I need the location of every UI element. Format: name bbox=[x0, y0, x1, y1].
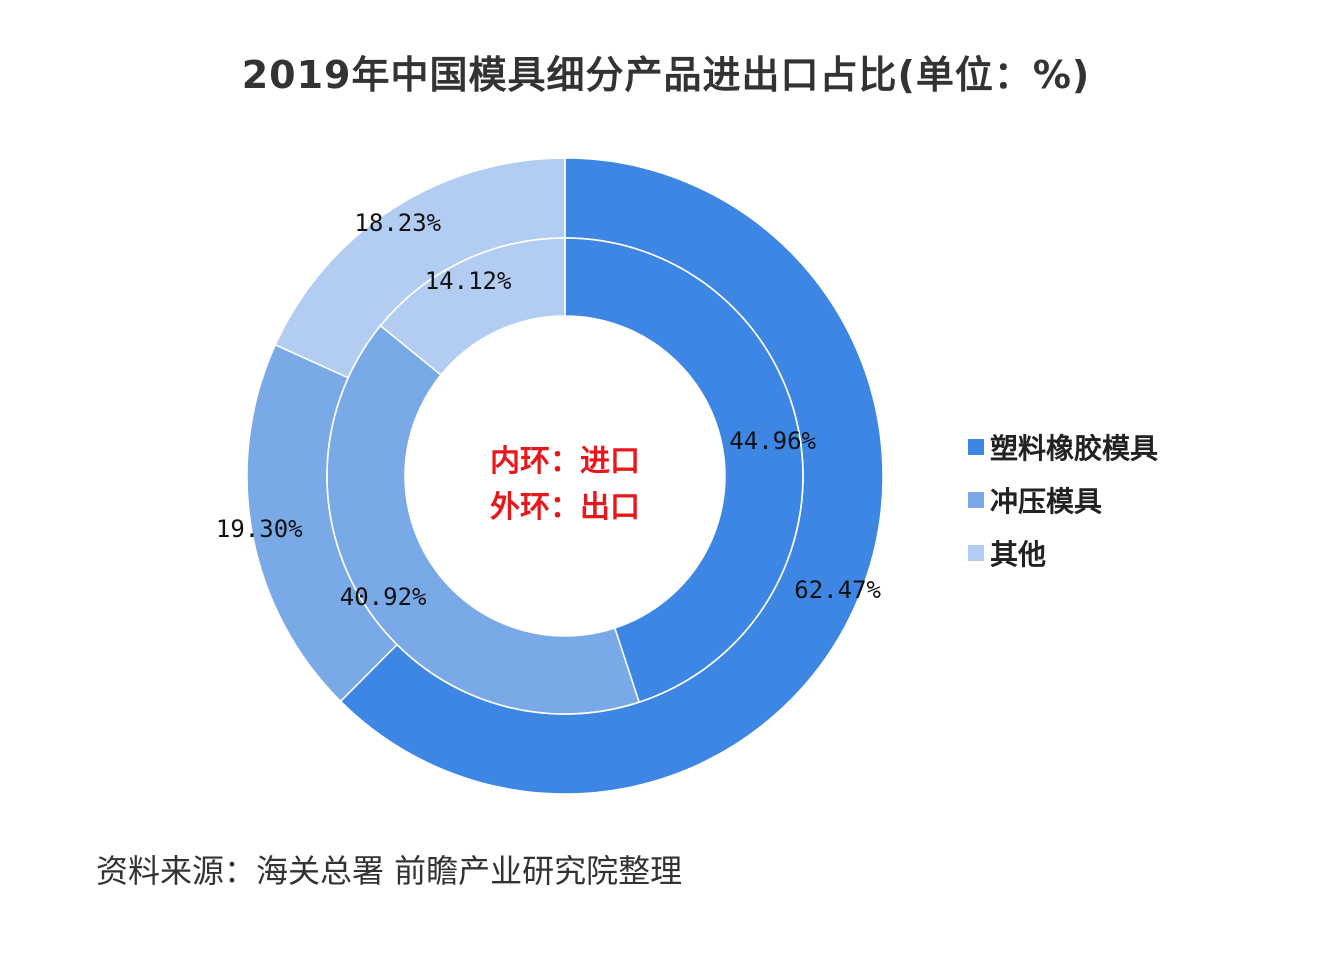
legend-swatch bbox=[968, 544, 984, 561]
ring-separator bbox=[326, 237, 804, 715]
legend-item: 其他 bbox=[968, 526, 1158, 579]
legend: 塑料橡胶模具 冲压模具 其他 bbox=[968, 420, 1158, 579]
outer-ring-caption: 外环：出口 bbox=[490, 490, 640, 525]
outer-slice-label: 19.30% bbox=[215, 514, 303, 543]
source-note: 资料来源：海关总署 前瞻产业研究院整理 bbox=[96, 852, 683, 890]
inner-slice-label: 40.92% bbox=[339, 582, 427, 611]
legend-swatch bbox=[968, 491, 984, 508]
outer-slice-label: 18.23% bbox=[354, 208, 442, 237]
legend-label: 其他 bbox=[990, 537, 1047, 571]
inner-ring-caption: 内环：进口 bbox=[490, 444, 640, 479]
legend-item: 塑料橡胶模具 bbox=[968, 420, 1158, 473]
chart-title: 2019年中国模具细分产品进出口占比(单位：%) bbox=[241, 53, 1091, 97]
legend-label: 塑料橡胶模具 bbox=[990, 431, 1159, 465]
legend-item: 冲压模具 bbox=[968, 473, 1158, 526]
inner-slice-label: 44.96% bbox=[729, 427, 816, 456]
outer-slice-label: 62.47% bbox=[794, 575, 881, 604]
inner-slice-label: 14.12% bbox=[424, 266, 512, 295]
legend-swatch bbox=[968, 438, 984, 455]
legend-label: 冲压模具 bbox=[990, 484, 1103, 518]
